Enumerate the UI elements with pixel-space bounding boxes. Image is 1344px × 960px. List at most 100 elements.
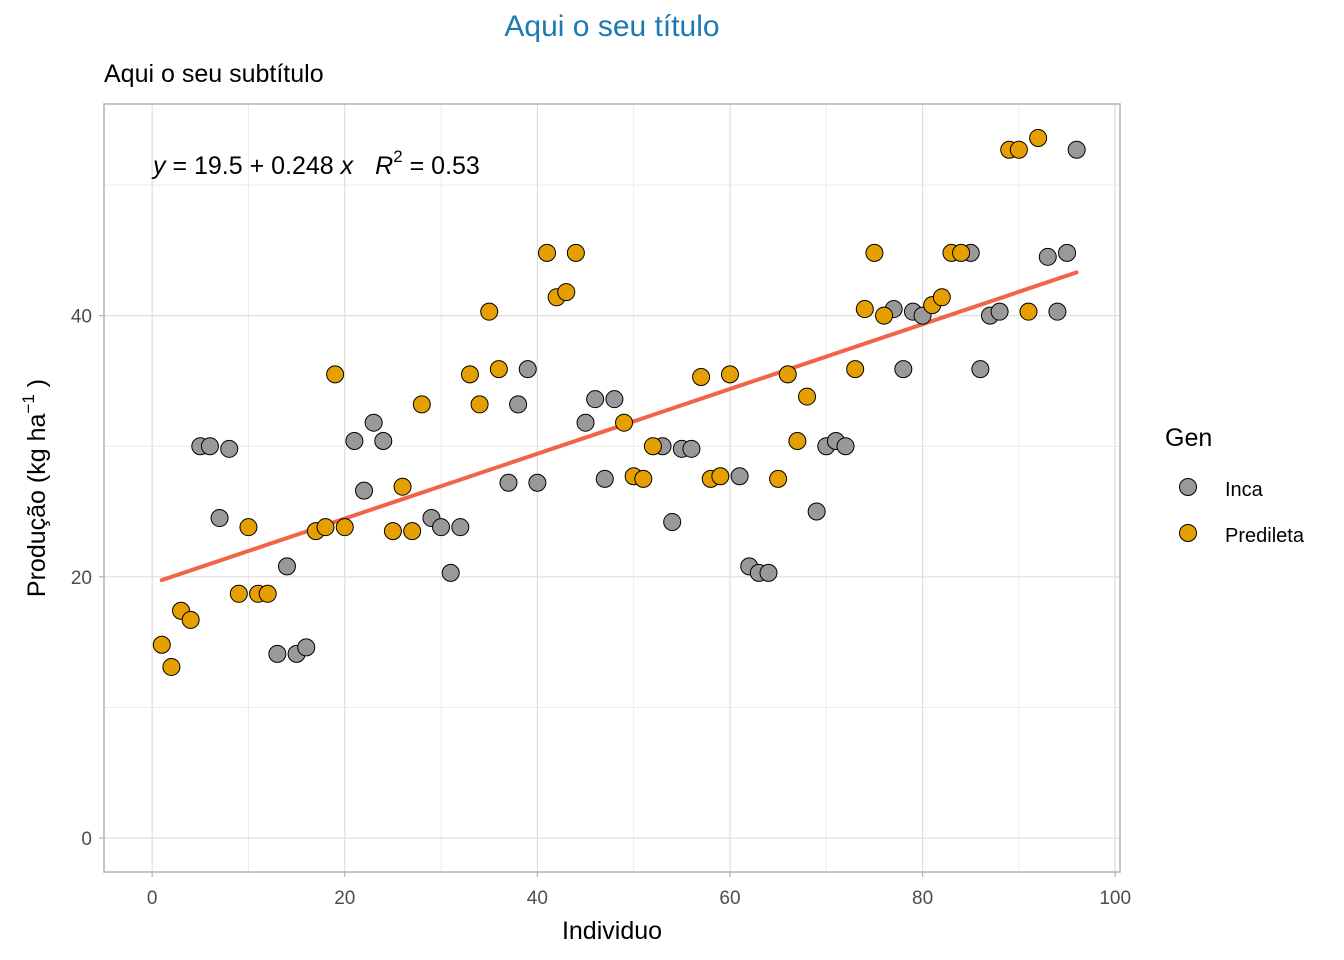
data-point-predileta	[258, 584, 277, 603]
data-point-predileta	[615, 413, 634, 432]
data-point-predileta	[239, 518, 258, 537]
data-point-predileta	[460, 365, 479, 384]
data-point-inca	[210, 509, 229, 528]
data-point-inca	[730, 467, 749, 486]
panel-border	[103, 103, 1121, 873]
regression-equation: y = 19.5 + 0.248 x R2 = 0.53	[151, 147, 480, 180]
eq-r-sup: 2	[393, 147, 402, 166]
data-point-predileta	[335, 518, 354, 537]
chart-subtitle: Aqui o seu subtítulo	[104, 60, 324, 88]
data-point-predileta	[643, 437, 662, 456]
legend-title: Gen	[1165, 424, 1212, 452]
data-point-inca	[200, 437, 219, 456]
data-point-predileta	[229, 584, 248, 603]
data-point-inca	[576, 413, 595, 432]
data-point-inca	[432, 518, 451, 537]
data-point-inca	[528, 473, 547, 492]
data-point-predileta	[711, 467, 730, 486]
data-point-predileta	[1019, 302, 1038, 321]
data-point-inca	[1048, 302, 1067, 321]
data-point-inca	[971, 360, 990, 379]
data-point-predileta	[403, 522, 422, 541]
data-point-predileta	[383, 522, 402, 541]
data-point-predileta	[393, 477, 412, 496]
data-point-inca	[836, 437, 855, 456]
data-point-inca	[682, 439, 701, 458]
eq-x: x	[340, 152, 355, 180]
data-point-predileta	[788, 431, 807, 450]
y-tick-label: 40	[71, 307, 92, 328]
data-point-inca	[277, 557, 296, 576]
data-point-inca	[374, 431, 393, 450]
data-point-predileta	[470, 395, 489, 414]
x-tick-label: 60	[719, 888, 740, 909]
data-point-predileta	[855, 300, 874, 319]
x-tick-label: 0	[147, 888, 158, 909]
grid-layer	[104, 104, 1120, 872]
eq-r-val: = 0.53	[403, 152, 480, 180]
points-layer	[152, 128, 1086, 676]
x-tick-label: 80	[912, 888, 933, 909]
chart-title: Aqui o seu título	[504, 10, 720, 43]
data-point-inca	[990, 302, 1009, 321]
data-point-predileta	[326, 365, 345, 384]
legend-key-predileta	[1179, 524, 1197, 542]
eq-rhs: = 19.5 + 0.248	[166, 152, 341, 180]
data-point-inca	[268, 644, 287, 663]
data-point-inca	[345, 431, 364, 450]
data-point-inca	[595, 469, 614, 488]
data-point-predileta	[566, 243, 585, 262]
data-point-predileta	[952, 243, 971, 262]
eq-y: y	[151, 152, 167, 180]
data-point-predileta	[412, 395, 431, 414]
data-point-predileta	[489, 360, 508, 379]
data-point-predileta	[875, 306, 894, 325]
y-axis-title-main: Produção (kg ha	[23, 414, 51, 598]
data-point-predileta	[769, 469, 788, 488]
data-point-predileta	[720, 365, 739, 384]
data-point-inca	[509, 395, 528, 414]
data-point-predileta	[634, 469, 653, 488]
x-tick-label: 100	[1099, 888, 1131, 909]
data-point-inca	[605, 390, 624, 409]
data-point-inca	[1067, 140, 1086, 159]
data-point-predileta	[846, 360, 865, 379]
data-point-inca	[807, 502, 826, 521]
data-point-predileta	[537, 243, 556, 262]
data-point-predileta	[316, 518, 335, 537]
data-point-inca	[499, 473, 518, 492]
data-point-inca	[663, 512, 682, 531]
legend-label-inca: Inca	[1225, 479, 1264, 501]
y-tick-label: 0	[81, 829, 92, 850]
data-point-inca	[297, 638, 316, 657]
data-point-predileta	[692, 367, 711, 386]
legend: Gen Inca Predileta	[1165, 424, 1305, 547]
data-point-inca	[759, 563, 778, 582]
data-point-inca	[1038, 247, 1057, 266]
legend-key-inca	[1179, 478, 1197, 496]
eq-r: R	[375, 152, 393, 180]
data-point-inca	[364, 413, 383, 432]
data-point-inca	[355, 481, 374, 500]
data-point-predileta	[932, 288, 951, 307]
data-point-predileta	[865, 243, 884, 262]
data-point-inca	[586, 390, 605, 409]
data-point-inca	[1058, 243, 1077, 262]
data-point-inca	[894, 360, 913, 379]
data-point-predileta	[181, 610, 200, 629]
y-axis-title-sup: −1	[19, 394, 38, 413]
x-tick-label: 20	[334, 888, 355, 909]
data-point-predileta	[1029, 128, 1048, 147]
x-axis-title: Individuo	[562, 917, 662, 945]
y-axis-title: Produção (kg ha−1 )	[19, 379, 51, 597]
data-point-inca	[518, 360, 537, 379]
data-point-predileta	[480, 302, 499, 321]
data-point-predileta	[1009, 140, 1028, 159]
data-point-predileta	[778, 365, 797, 384]
data-point-inca	[441, 563, 460, 582]
y-axis-title-close: )	[23, 379, 51, 394]
ticks-layer: 0 20 40 60 80 100 0 20 40	[71, 307, 1131, 909]
y-tick-label: 20	[71, 568, 92, 589]
data-point-predileta	[152, 635, 171, 654]
